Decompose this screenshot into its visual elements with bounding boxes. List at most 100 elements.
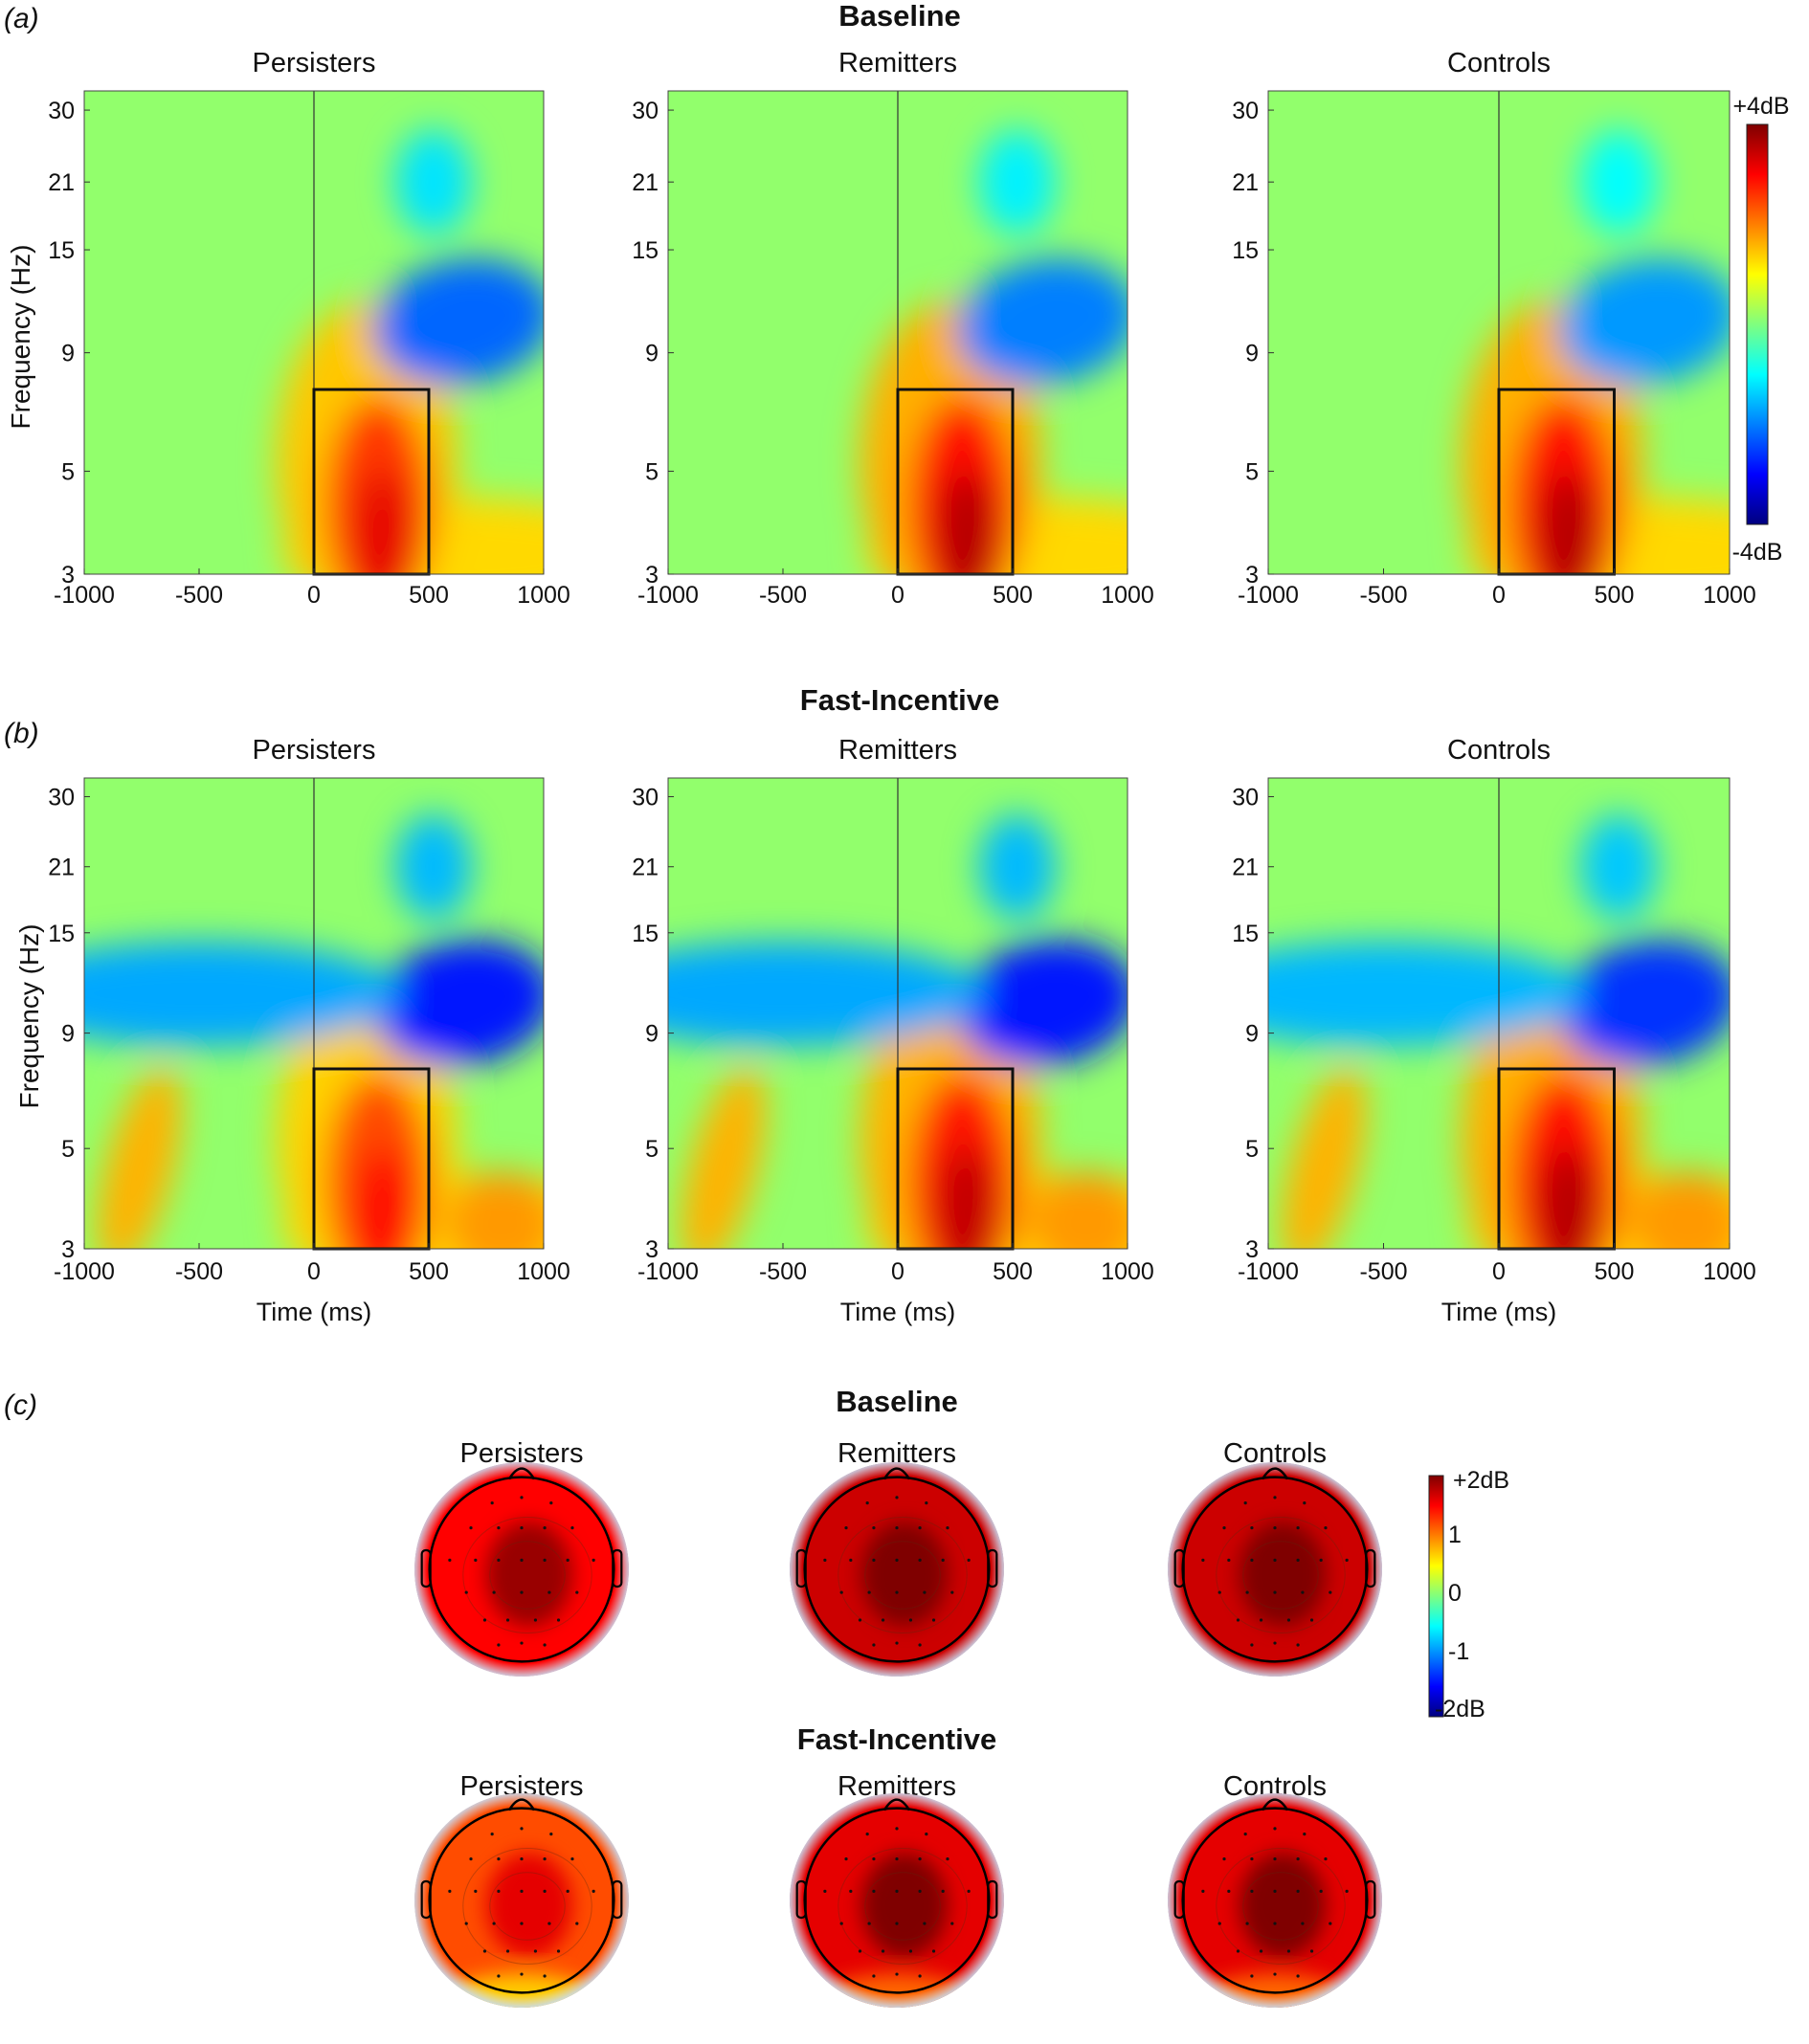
topography-rim: [790, 1793, 1004, 2008]
spectrogram-prestim-theta: [1281, 1067, 1367, 1249]
spectrogram-subplot: Controls 3 5 9 15 21 30 -1000 -500 0 500 1000: [1232, 48, 1756, 609]
electrode-dot: [895, 1827, 899, 1831]
electrode-dot: [872, 1857, 876, 1861]
electrode-dot: [570, 1857, 574, 1861]
electrode-dot: [1303, 1833, 1306, 1836]
electrode-dot: [1259, 1618, 1263, 1622]
electrode-dot: [497, 1643, 501, 1647]
electrode-dot: [1250, 1558, 1254, 1562]
x-tick-label: 0: [307, 1258, 321, 1285]
x-tick-label: 1000: [1101, 1258, 1154, 1285]
head-ear-left: [1173, 1879, 1185, 1920]
panel-b-ylabel: Frequency (Hz): [14, 924, 44, 1109]
spectrogram-beta-dip: [394, 813, 472, 920]
electrode-dot: [1227, 1889, 1231, 1893]
y-tick-label: 21: [632, 855, 659, 881]
electrode-dot: [464, 1922, 468, 1925]
electrode-dot: [1201, 1889, 1205, 1893]
x-tick-label: 0: [891, 582, 904, 609]
electrode-dot: [520, 1922, 524, 1925]
electrode-dot: [474, 1558, 478, 1562]
y-tick-label: 15: [48, 237, 75, 264]
electrode-dot: [1309, 1618, 1314, 1622]
electrode-dot: [543, 1857, 547, 1861]
electrode-dot: [1296, 1643, 1300, 1647]
electrode-dot: [520, 1972, 524, 1976]
y-tick-label: 3: [645, 562, 659, 589]
electrode-dot: [865, 1833, 869, 1836]
electrode-dot: [908, 1618, 913, 1622]
x-tick-label: -500: [1359, 582, 1407, 609]
electrode-dot: [1286, 1618, 1291, 1622]
x-axis-label: Time (ms): [840, 1298, 955, 1326]
y-tick-label: 30: [632, 98, 659, 124]
electrode-dot: [931, 1949, 936, 1953]
y-tick-label: 30: [632, 785, 659, 811]
head-ear-right: [987, 1548, 998, 1589]
topography-map: Controls: [1168, 1438, 1382, 1677]
colorbar-c-tick-label: 0: [1448, 1580, 1462, 1607]
electrode-dot: [1236, 1949, 1240, 1953]
electrode-dot: [923, 1922, 927, 1925]
electrode-dot: [858, 1949, 862, 1953]
subplot-group-title: Remitters: [838, 48, 957, 78]
electrode-dot: [1201, 1558, 1205, 1562]
electrode-dot: [1319, 1889, 1323, 1893]
spectrogram-subplot: Controls 3 5 9 15 21 30 -1000 -500 0 500 1000 Time (…: [1232, 735, 1756, 1326]
spectrogram-poststim-low: [1028, 1171, 1128, 1249]
electrode-dot: [1250, 1857, 1254, 1861]
electrode-dot: [895, 1641, 899, 1645]
electrode-dot: [918, 1526, 922, 1530]
electrode-dot: [918, 1889, 922, 1893]
topography-rim: [414, 1462, 629, 1677]
electrode-dot: [570, 1526, 574, 1530]
electrode-dot: [464, 1590, 468, 1594]
electrode-dot: [1250, 1889, 1254, 1893]
electrode-dot: [482, 1949, 487, 1953]
y-tick-label: 21: [1232, 169, 1259, 196]
colorbar-a-max-label: +4dB: [1732, 93, 1789, 120]
y-tick-label: 21: [632, 169, 659, 196]
y-tick-label: 9: [61, 1021, 75, 1048]
spectrogram-subplot: Remitters 3 5 9 15 21 30 -1000 -500 0 500 1000: [632, 48, 1154, 609]
topography-map: Remitters: [790, 1771, 1004, 2008]
electrode-dot: [520, 1590, 524, 1594]
electrode-dot: [492, 1922, 496, 1925]
electrode-dot: [867, 1590, 871, 1594]
x-tick-label: -500: [175, 582, 223, 609]
panel-label-b: (b): [4, 718, 39, 749]
y-tick-label: 5: [645, 458, 659, 485]
x-axis-label: Time (ms): [1441, 1298, 1556, 1326]
x-tick-label: 1000: [517, 582, 570, 609]
electrode-dot: [575, 1922, 579, 1925]
electrode-dot: [543, 1889, 547, 1893]
electrode-dot: [872, 1558, 876, 1562]
electrode-dot: [849, 1558, 853, 1562]
electrode-dot: [872, 1643, 876, 1647]
y-tick-label: 9: [645, 341, 659, 367]
electrode-dot: [1250, 1974, 1254, 1978]
electrode-dot: [1273, 1972, 1277, 1976]
y-tick-label: 3: [61, 562, 75, 589]
spectrogram-beta-dip: [978, 813, 1056, 920]
electrode-dot: [520, 1889, 524, 1893]
electrode-dot: [1301, 1590, 1305, 1594]
x-tick-label: -500: [759, 1258, 807, 1285]
y-tick-label: 15: [1232, 237, 1259, 264]
spectrogram-subplot: Persisters 3 5 9 15 21 30 -1000 -500 0 500 1000 Time…: [48, 735, 570, 1326]
head-ear-left: [795, 1548, 807, 1589]
electrode-dot: [925, 1833, 928, 1836]
x-tick-label: 0: [1492, 582, 1506, 609]
electrode-dot: [872, 1889, 876, 1893]
head-ear-right: [1365, 1879, 1376, 1920]
spectrogram-theta-peak: [938, 1145, 995, 1249]
electrode-dot: [520, 1558, 524, 1562]
subplot-group-title: Controls: [1447, 48, 1551, 78]
x-tick-label: -500: [1359, 1258, 1407, 1285]
y-tick-label: 21: [1232, 855, 1259, 881]
head-ear-left: [1173, 1548, 1185, 1589]
y-tick-label: 15: [632, 237, 659, 264]
head-nose: [507, 1467, 536, 1480]
panel-label-a: (a): [4, 3, 39, 34]
